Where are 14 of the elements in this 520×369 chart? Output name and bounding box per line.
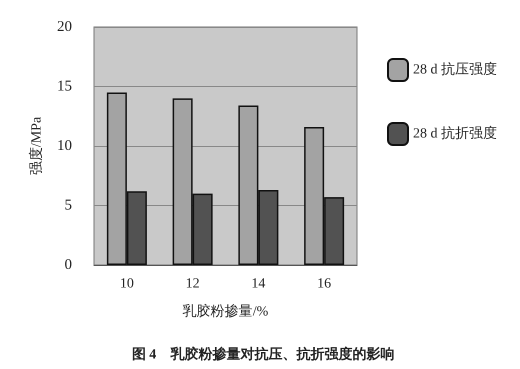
x-axis-title: 乳胶粉掺量/% [182, 304, 269, 320]
legend-label: 28 d 抗压强度 [413, 62, 497, 78]
x-tick-label: 14 [251, 276, 266, 292]
x-tick-label: 16 [317, 276, 332, 292]
y-tick-label: 15 [57, 78, 72, 94]
text: 图 4 乳胶粉掺量对抗压、抗折强度的影响 [132, 346, 394, 362]
x-tick-label: 10 [120, 276, 134, 292]
y-tick-label: 20 [57, 19, 72, 35]
x-tick-label: 12 [186, 276, 200, 292]
y-tick-label: 0 [64, 257, 72, 273]
y-axis-title: 强度/MPa [28, 116, 44, 176]
legend-label: 28 d 抗折强度 [413, 126, 497, 142]
y-tick-label: 5 [64, 198, 72, 214]
y-tick-label: 10 [57, 138, 72, 154]
